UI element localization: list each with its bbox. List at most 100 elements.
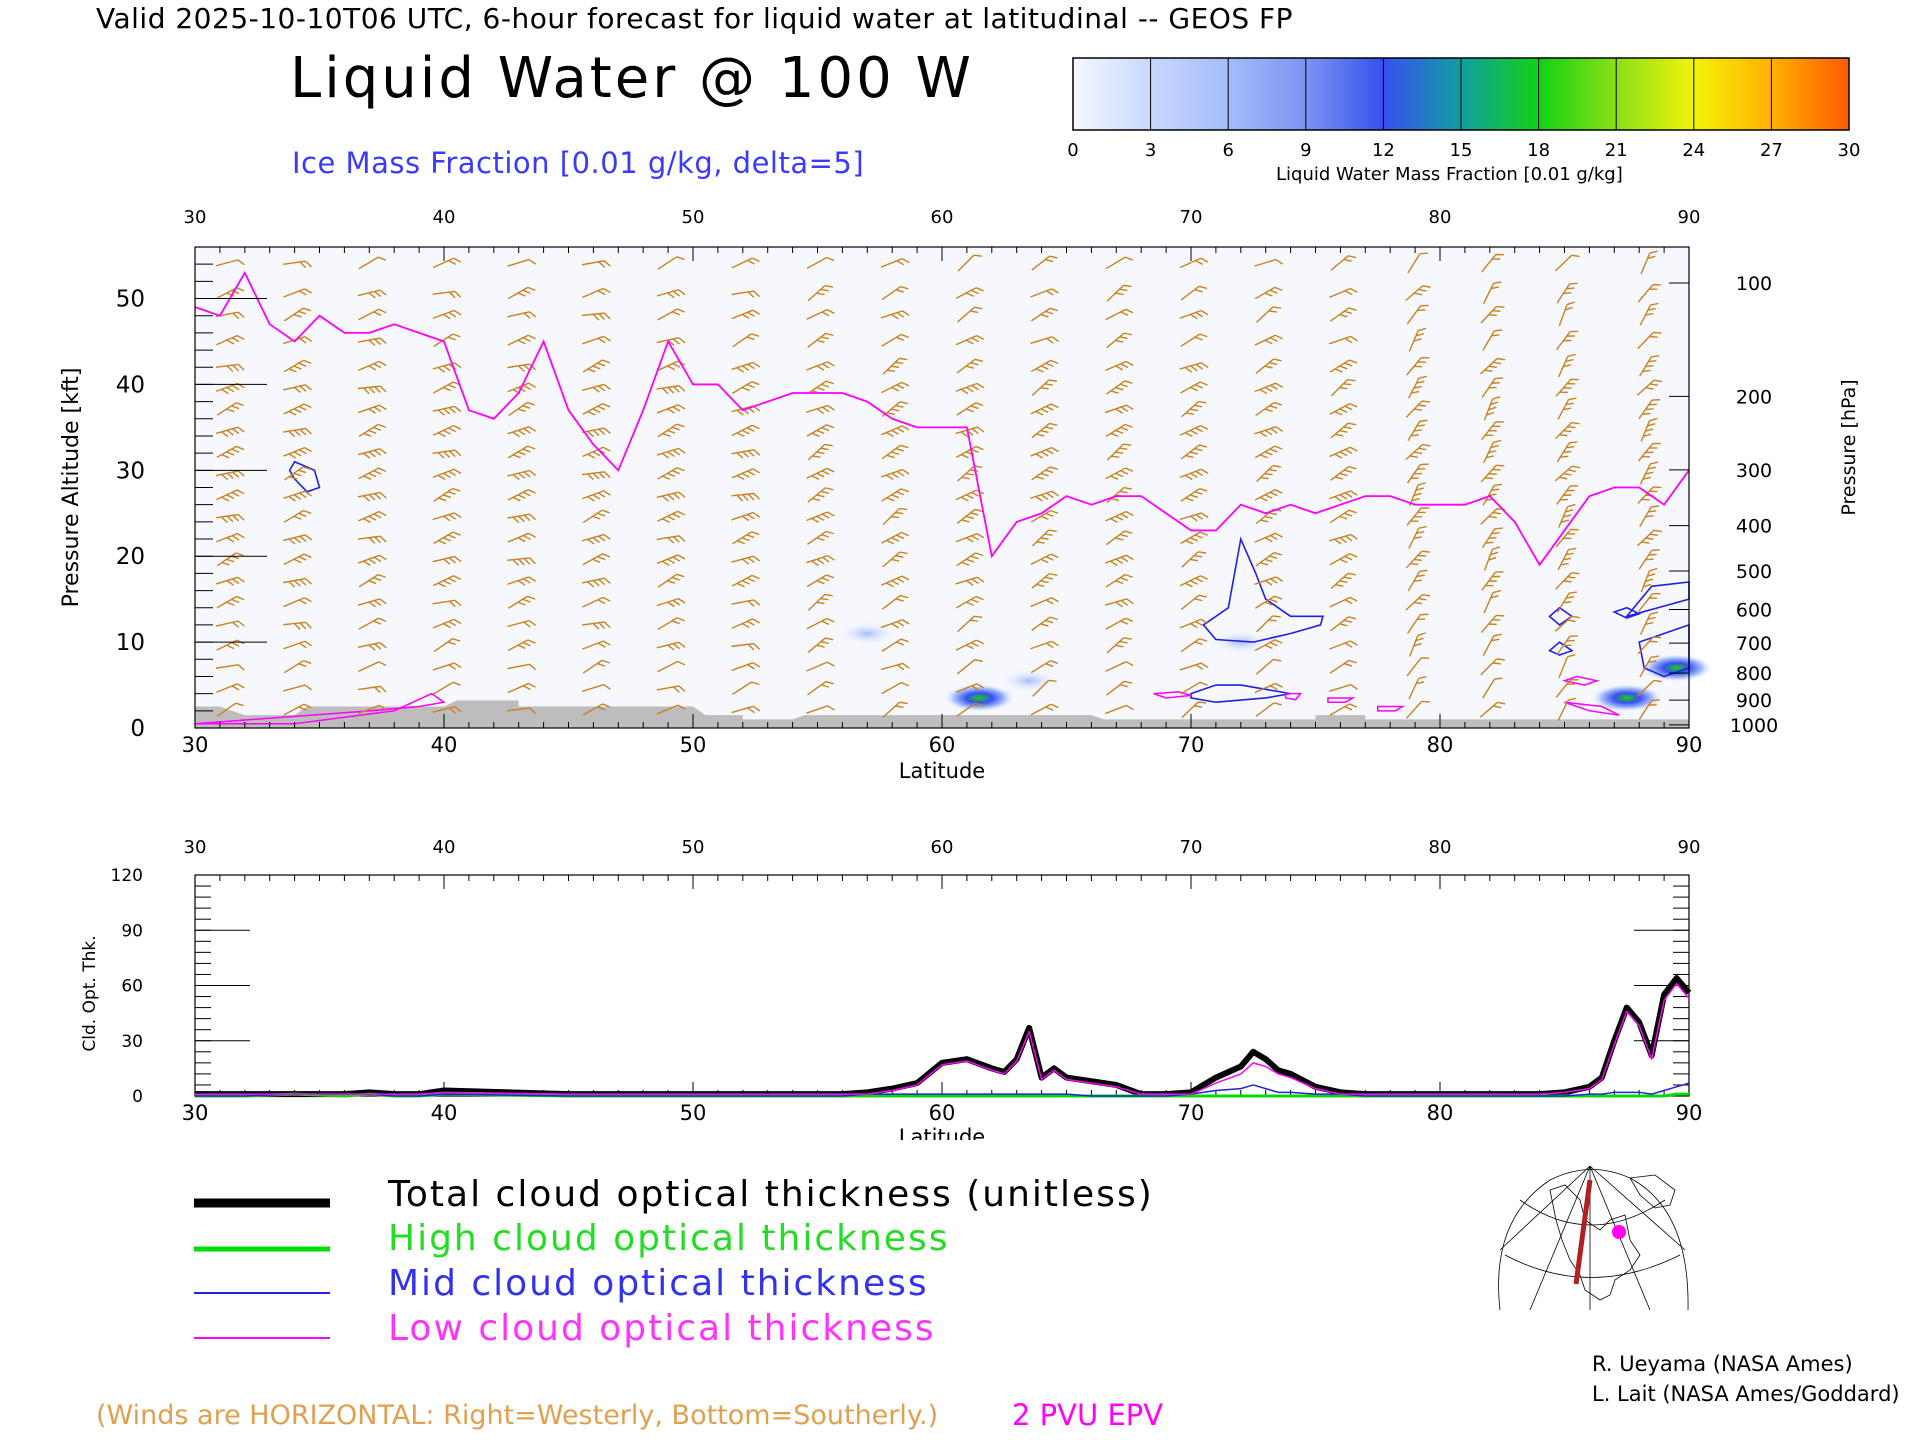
wind-barb-shape — [1179, 257, 1209, 269]
wind-barb-shape — [1106, 680, 1133, 696]
wind-barb-shape — [1254, 445, 1283, 459]
wind-barb — [656, 289, 686, 299]
wind-barb-shape — [1557, 397, 1577, 420]
wind-barb-shape — [508, 401, 536, 417]
wind-barb — [732, 531, 760, 545]
wind-barb-shape — [1106, 332, 1133, 349]
wind-barb — [216, 595, 245, 609]
wind-barb-shape — [357, 641, 387, 651]
low-cloud-contour — [1284, 692, 1303, 701]
wind-barb — [1030, 490, 1059, 502]
x-tick-label-top: 60 — [931, 207, 954, 228]
wind-barb-shape — [806, 256, 835, 270]
wind-barb — [1558, 653, 1576, 679]
wind-barb-shape — [806, 380, 834, 395]
legend-high-swatch — [194, 1246, 330, 1252]
x-tick-label: 80 — [1427, 1101, 1454, 1125]
wind-barb-shape — [1556, 635, 1578, 656]
wind-barb-shape — [432, 512, 462, 522]
wind-barb-shape — [1031, 529, 1057, 547]
wind-barb — [358, 308, 387, 321]
legend-mid-label: Mid cloud optical thickness — [388, 1263, 929, 1304]
wind-barb-shape — [1480, 464, 1505, 483]
liquid-water-blob — [943, 683, 1016, 712]
wind-barb-shape — [806, 309, 835, 320]
wind-barb — [1636, 379, 1663, 396]
wind-barb-shape — [1031, 255, 1058, 271]
wind-barb — [507, 426, 537, 438]
wind-barb — [955, 639, 984, 651]
wind-barb — [581, 383, 611, 393]
wind-barb-shape — [1480, 507, 1506, 525]
wind-barb-shape — [956, 306, 983, 323]
wind-barb-shape — [1406, 463, 1429, 484]
x-tick-label-top: 70 — [1180, 837, 1203, 858]
wind-barb — [432, 575, 462, 588]
wind-barb-shape — [1557, 547, 1577, 571]
wind-barb — [1640, 567, 1658, 593]
wind-barb — [1405, 400, 1431, 418]
wind-barb — [1405, 443, 1431, 461]
wind-barb — [1255, 702, 1282, 718]
x-tick-label-top: 40 — [433, 207, 456, 228]
wind-barb — [1556, 441, 1578, 463]
wind-barb-shape — [1329, 446, 1358, 459]
wind-barb-shape — [432, 706, 462, 714]
wind-barb-shape — [582, 446, 611, 459]
wind-barb-shape — [881, 575, 910, 588]
wind-barb — [215, 513, 245, 524]
x-tick-label: 70 — [1178, 733, 1205, 757]
wind-barb — [1031, 422, 1058, 439]
wind-barb-shape — [956, 402, 984, 416]
wind-barb-shape — [507, 513, 537, 524]
y-tick-label: 0 — [130, 716, 145, 742]
wind-barb — [1030, 597, 1059, 608]
wind-barb-shape — [731, 468, 761, 481]
wind-barb-shape — [581, 312, 611, 321]
wind-barb — [433, 381, 461, 394]
wind-barb — [1406, 657, 1430, 677]
wind-barb — [507, 576, 537, 586]
wind-barb — [1104, 598, 1134, 608]
wind-barb-shape — [432, 468, 462, 481]
wind-barb-shape — [433, 638, 461, 653]
wind-barb-shape — [507, 532, 536, 543]
wind-barb-shape — [1639, 461, 1659, 485]
wind-barb — [1557, 397, 1577, 420]
wind-barb — [731, 424, 760, 438]
wind-barb-shape — [1555, 378, 1579, 397]
wind-barb-shape — [1328, 533, 1358, 545]
wind-barb-shape — [1556, 591, 1578, 613]
wind-barb-shape — [1329, 287, 1358, 299]
wind-barb — [357, 598, 387, 608]
wind-barb — [956, 358, 984, 374]
wind-barb — [807, 487, 834, 503]
wind-barb — [1179, 309, 1209, 320]
wind-barb-shape — [1179, 512, 1209, 522]
wind-barb — [1639, 505, 1660, 528]
wind-barb-shape — [507, 663, 537, 671]
wind-barb-shape — [507, 334, 536, 346]
wind-barb — [1181, 551, 1207, 568]
wind-barb-shape — [283, 260, 312, 269]
wind-barb-shape — [432, 309, 462, 320]
wind-barb — [582, 703, 611, 716]
wind-barb-shape — [1408, 375, 1428, 399]
wind-barb-shape — [1639, 505, 1660, 528]
wind-barb-shape — [880, 619, 910, 629]
wind-barb-shape — [1106, 284, 1132, 302]
wind-barb — [1480, 507, 1506, 525]
wind-barb-shape — [1330, 422, 1357, 439]
wind-barb — [882, 357, 908, 375]
wind-barb-shape — [358, 423, 386, 438]
wind-barb-shape — [880, 425, 910, 438]
wind-barb-shape — [1180, 444, 1208, 460]
wind-barb-shape — [357, 448, 387, 459]
wind-barb — [731, 361, 761, 373]
wind-barb-shape — [1479, 701, 1506, 718]
map-marker — [1612, 1225, 1626, 1239]
wind-barb — [215, 620, 245, 628]
wind-barb-shape — [433, 531, 461, 545]
wind-barb-shape — [432, 618, 462, 629]
wind-barb-shape — [1255, 401, 1283, 417]
